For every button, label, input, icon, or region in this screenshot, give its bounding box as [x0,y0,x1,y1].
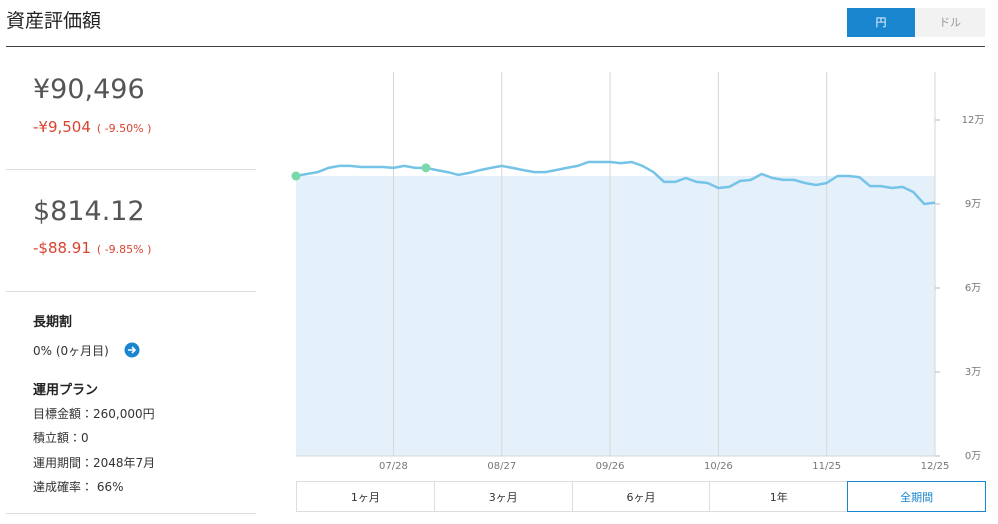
arrow-icon[interactable] [124,342,140,358]
period-button[interactable]: 1ヶ月 [296,481,435,512]
x-tick-label: 10/26 [704,461,733,472]
divider [6,513,256,514]
plan-item: 積立額：0 [33,431,89,445]
toggle-yen[interactable]: 円 [847,8,915,37]
period-button[interactable]: 1年 [709,481,849,512]
arrow-glyph [128,346,137,354]
plan-item: 達成確率： 66% [33,480,124,494]
y-tick-label: 12万 [962,115,985,126]
value-line [295,160,936,206]
x-tick-label: 11/25 [812,461,841,472]
y-tick-label: 0万 [965,451,981,462]
value-marker [421,163,431,173]
header-rule [6,46,985,47]
usd-change-pct: ( -9.85% ) [96,243,152,256]
x-tick-label: 08/27 [487,461,516,472]
x-tick-label: 12/25 [921,461,950,472]
y-tick-label: 9万 [965,199,981,210]
yen-change-pct: ( -9.50% ) [96,122,152,135]
y-tick-label: 6万 [965,283,981,294]
period-button[interactable]: 全期間 [847,481,986,512]
usd-change-amount: -$88.91 [33,239,91,257]
x-tick-label: 07/28 [379,461,408,472]
discount-title: 長期割 [33,315,73,330]
x-tick-label: 09/26 [596,461,625,472]
yen-change-amount: -¥9,504 [33,118,91,136]
period-button[interactable]: 6ヶ月 [571,481,711,512]
divider [6,291,256,292]
plan-title: 運用プラン [33,383,99,398]
plan-item: 運用期間：2048年7月 [33,456,156,470]
yen-value: ¥90,496 [33,74,145,105]
plan-item: 目標金額：260,000円 [33,407,155,421]
discount-text: 0% (0ヶ月目) [33,344,109,358]
toggle-usd[interactable]: ドル [915,8,985,37]
period-button[interactable]: 3ヶ月 [433,481,573,512]
value-marker [291,171,301,181]
principal-area [296,176,935,456]
page-title: 資産評価額 [6,10,102,32]
usd-change: -$88.91 ( -9.85% ) [33,239,151,257]
yen-change: -¥9,504 ( -9.50% ) [33,118,151,136]
y-tick-label: 3万 [965,367,981,378]
divider [6,169,256,170]
usd-value: $814.12 [33,196,145,227]
chart: 07/28 08/27 09/26 10/26 11/25 12/25 0万 3万 6万 9万 12… [291,72,985,472]
